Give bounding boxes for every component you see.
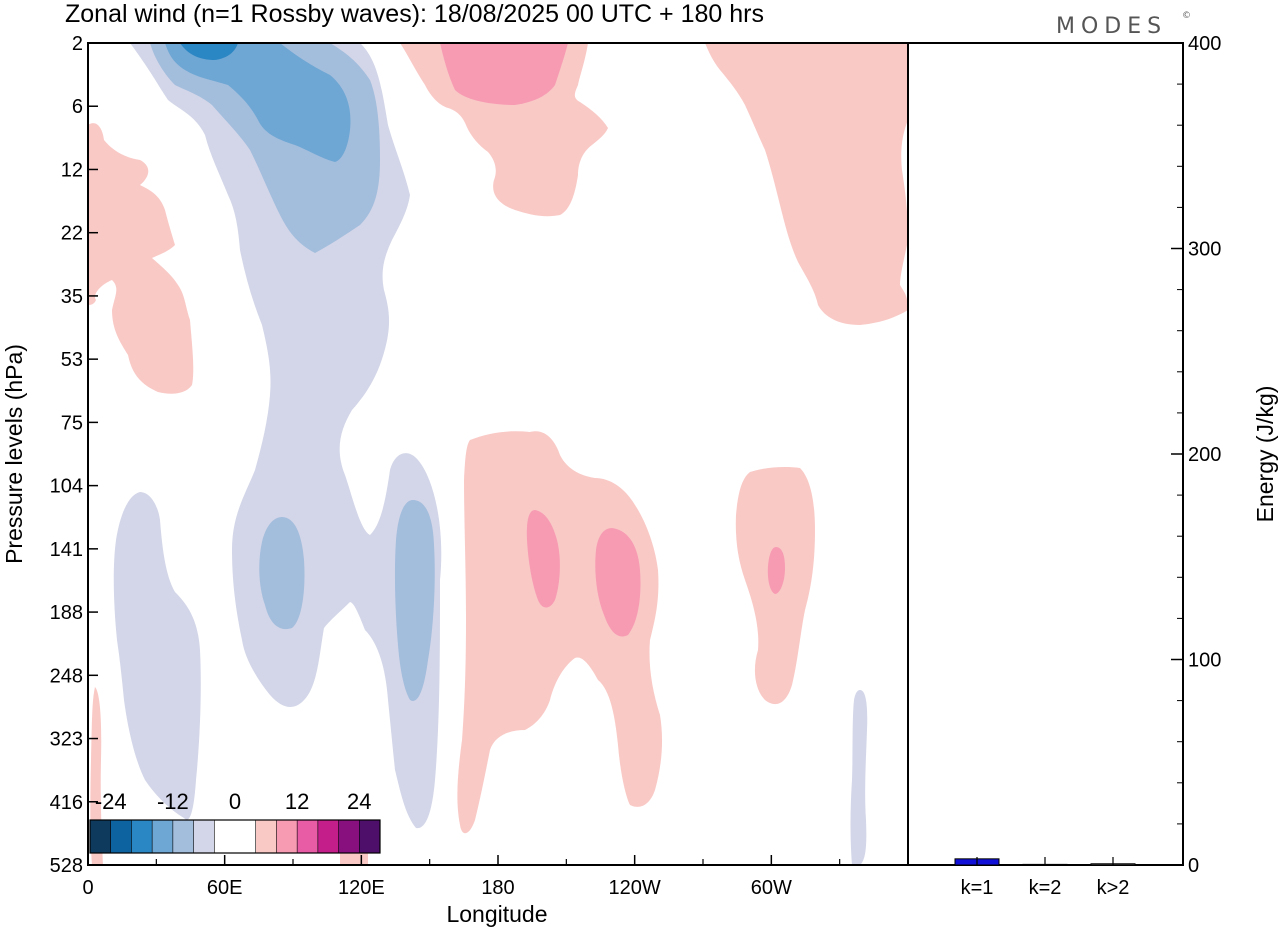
colorbar-swatch: [110, 820, 132, 853]
region-top-blue-core: [165, 43, 351, 162]
y-tick-label: 104: [50, 476, 83, 498]
x-tick-label: 60E: [207, 877, 243, 899]
heatmap-contours: [88, 43, 908, 865]
colorbar-label: -24: [95, 789, 127, 814]
y-axis-label: Pressure levels (hPa): [1, 344, 27, 564]
colorbar-swatch: [359, 820, 381, 853]
colorbar-label: 12: [285, 789, 309, 814]
region-top-pink: [400, 43, 608, 217]
colorbar-swatch: [297, 820, 319, 853]
x-axis-label: Longitude: [446, 901, 547, 927]
y-tick-label: 528: [50, 855, 83, 877]
region-far-right-blue: [850, 690, 868, 865]
region-mid-pink-core-2: [595, 528, 641, 637]
colorbar-label: -12: [157, 789, 189, 814]
colorbar-swatch: [255, 820, 277, 853]
y-tick-label: 53: [61, 349, 83, 371]
colorbar-swatch: [152, 820, 174, 853]
y-tick-label: 141: [50, 539, 83, 561]
heatmap-axes: 0 60E 120E 180 120W 60W 2 6 12 22 35 53 75 104 141 188 2…: [50, 33, 841, 899]
y-tick-label: 188: [50, 602, 83, 624]
energy-tick-label: 100: [1188, 650, 1221, 672]
region-mid-blue-left: [113, 492, 201, 820]
colorbar-swatch: [276, 820, 298, 853]
x-tick-label: 180: [481, 877, 514, 899]
chart-title: Zonal wind (n=1 Rossby waves): 18/08/202…: [65, 0, 764, 28]
y-tick-label: 22: [61, 223, 83, 245]
energy-tick-label: 0: [1188, 855, 1199, 877]
y-tick-label: 35: [61, 286, 83, 308]
colorbar-swatch: [131, 820, 153, 853]
colorbar-swatch: [235, 820, 257, 853]
energy-tick-label: 400: [1188, 33, 1221, 55]
y-tick-label: 416: [50, 792, 83, 814]
colorbar-swatch: [317, 820, 340, 853]
y-tick-label: 323: [50, 729, 83, 751]
colorbar-label: 24: [347, 789, 371, 814]
modes-logo: MODES: [1056, 14, 1167, 39]
bar-category-label: k=2: [1029, 877, 1062, 899]
colorbar: -24 -12 0 12 24: [89, 789, 381, 854]
region-mid-pink-core-1: [526, 510, 560, 608]
colorbar-frame: [89, 819, 381, 854]
x-tick-label: 60W: [751, 877, 792, 899]
colorbar-label: 0: [229, 789, 241, 814]
y-tick-label: 75: [61, 412, 83, 434]
region-top-blue-outer: [130, 43, 442, 829]
colorbar-swatch: [214, 820, 236, 853]
bar-category-label: k>2: [1097, 877, 1130, 899]
colorbar-swatch: [172, 820, 195, 853]
x-tick-label: 120W: [609, 877, 661, 899]
region-right-pink-core: [767, 547, 785, 594]
y-tick-label: 2: [72, 33, 83, 55]
logo-mark: ©: [1182, 11, 1191, 21]
colorbar-swatch: [193, 820, 215, 853]
bar-category-label: k=1: [961, 877, 994, 899]
region-mid-blue-core-1: [259, 517, 305, 630]
region-top-pink-core: [440, 43, 568, 105]
region-top-blue-peak: [180, 43, 238, 60]
region-upper-right-pink: [705, 43, 908, 325]
region-mid-blue-core-2: [394, 500, 435, 701]
y-tick-label: 6: [72, 96, 83, 118]
bar-chart-frame: [907, 42, 1184, 866]
energy-axis-label: Energy (J/kg): [1252, 386, 1278, 523]
energy-tick-label: 300: [1188, 239, 1221, 261]
x-tick-label: 0: [82, 877, 93, 899]
region-left-pink: [88, 123, 194, 394]
y-tick-label: 248: [50, 665, 83, 687]
energy-tick-label: 200: [1188, 444, 1221, 466]
colorbar-swatch: [338, 820, 360, 853]
energy-bar-chart: k=1 k=2 k>2 0 100 200 300 400 Energy (J/kg): [907, 33, 1278, 899]
x-tick-label: 120E: [338, 877, 385, 899]
y-tick-label: 12: [61, 159, 83, 181]
colorbar-swatch: [90, 820, 112, 853]
